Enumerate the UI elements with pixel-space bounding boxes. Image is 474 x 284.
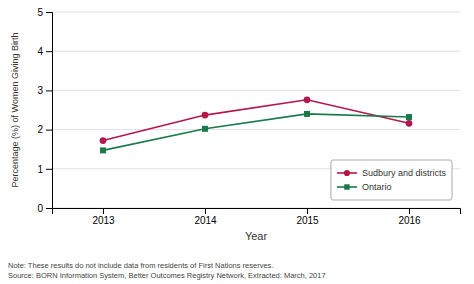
- legend-marker: [344, 170, 350, 176]
- y-tick-label: 4: [37, 46, 43, 57]
- y-tick-mark: [46, 130, 52, 131]
- legend: Sudbury and districts Ontario: [331, 160, 452, 200]
- y-tick: 1: [37, 164, 52, 175]
- note: Source: BORN Information System, Better …: [8, 271, 326, 280]
- y-tick-mark: [46, 169, 52, 170]
- legend-label: Sudbury and districts: [362, 168, 447, 178]
- x-axis-title: Year: [245, 230, 268, 242]
- y-tick-label: 1: [37, 164, 43, 175]
- series-marker: [100, 147, 106, 153]
- note: Note: These results do not include data …: [8, 261, 273, 270]
- grid-line: [52, 90, 460, 91]
- x-axis: 2013 2014 2015 2016: [53, 208, 461, 226]
- y-tick-label: 2: [37, 124, 43, 135]
- series-marker: [100, 137, 107, 144]
- y-tick: 0: [37, 203, 52, 214]
- y-axis-title: Percentage (%) of Women Giving Birth: [10, 33, 20, 188]
- series-marker: [406, 120, 413, 127]
- series-marker: [202, 112, 209, 119]
- y-tick-label: 0: [37, 203, 43, 214]
- y-tick: 4: [37, 46, 52, 57]
- x-tick-label: 2016: [398, 215, 421, 226]
- series-marker: [406, 114, 412, 120]
- y-tick: 3: [37, 85, 52, 96]
- grid: [52, 12, 460, 208]
- series-marker: [304, 111, 310, 117]
- legend-label: Ontario: [362, 182, 392, 192]
- y-tick: 5: [37, 7, 52, 18]
- x-tick-mark: [205, 208, 206, 214]
- x-tick: 2015: [296, 208, 319, 226]
- y-axis-line: [46, 13, 53, 209]
- series-group: [100, 96, 413, 153]
- x-tick-label: 2014: [194, 215, 217, 226]
- y-tick-label: 5: [37, 7, 43, 18]
- series-line: [103, 114, 409, 150]
- x-tick: 2013: [92, 208, 115, 226]
- y-tick: 2: [37, 124, 52, 135]
- y-tick-label: 3: [37, 85, 43, 96]
- x-tick-label: 2013: [92, 215, 115, 226]
- chart: 2013 2014 2015 2016 0 1 2 3 4 5 Year Percentage (%)…: [0, 0, 474, 284]
- x-tick-mark: [307, 208, 308, 214]
- x-tick: 2014: [194, 208, 217, 226]
- x-tick: 2016: [398, 208, 421, 226]
- series-marker: [202, 126, 208, 132]
- grid-line: [52, 129, 460, 130]
- y-tick-mark: [46, 208, 52, 209]
- series-line: [103, 100, 409, 141]
- series-marker: [304, 96, 311, 103]
- x-tick-label: 2015: [296, 215, 319, 226]
- y-tick-mark: [46, 12, 52, 13]
- grid-line: [52, 51, 460, 52]
- x-tick-mark: [103, 208, 104, 214]
- y-tick-mark: [46, 51, 52, 52]
- legend-box: [331, 160, 452, 200]
- y-axis: 0 1 2 3 4 5: [37, 7, 52, 214]
- legend-marker: [344, 184, 349, 189]
- grid-line: [52, 12, 460, 13]
- y-tick-mark: [46, 90, 52, 91]
- x-axis-line: [53, 209, 461, 215]
- x-tick-mark: [409, 208, 410, 214]
- plot-area: 2013 2014 2015 2016 0 1 2 3 4 5 Year Percentage (%)…: [10, 7, 461, 242]
